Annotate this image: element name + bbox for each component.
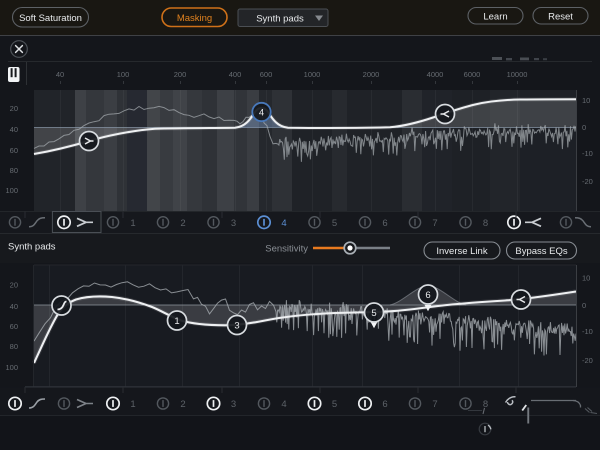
svg-text:Inverse Link: Inverse Link bbox=[436, 246, 487, 257]
svg-text:Synth pads: Synth pads bbox=[8, 242, 56, 253]
svg-text:6: 6 bbox=[382, 399, 387, 410]
svg-text:6: 6 bbox=[425, 290, 430, 301]
svg-text:Sensitivity: Sensitivity bbox=[265, 244, 308, 255]
svg-text:Reset: Reset bbox=[548, 12, 573, 23]
svg-text:-20: -20 bbox=[582, 177, 593, 186]
svg-text:5: 5 bbox=[332, 399, 337, 410]
svg-text:6: 6 bbox=[382, 218, 387, 229]
svg-text:3: 3 bbox=[231, 399, 236, 410]
svg-text:-10: -10 bbox=[582, 327, 593, 336]
svg-text:100: 100 bbox=[5, 363, 18, 372]
svg-text:40: 40 bbox=[10, 302, 18, 311]
svg-text:40: 40 bbox=[10, 125, 18, 134]
svg-text:5: 5 bbox=[371, 308, 376, 319]
svg-text:80: 80 bbox=[10, 166, 18, 175]
svg-text:0: 0 bbox=[582, 123, 586, 132]
svg-text:8: 8 bbox=[483, 218, 488, 229]
svg-text:4000: 4000 bbox=[427, 70, 444, 79]
svg-text:60: 60 bbox=[10, 146, 18, 155]
svg-text:7: 7 bbox=[432, 399, 437, 410]
svg-text:10000: 10000 bbox=[507, 70, 528, 79]
svg-text:10: 10 bbox=[582, 274, 590, 283]
svg-text:2: 2 bbox=[180, 399, 185, 410]
svg-text:2000: 2000 bbox=[363, 70, 380, 79]
svg-text:3: 3 bbox=[231, 218, 236, 229]
svg-text:Soft Saturation: Soft Saturation bbox=[19, 13, 82, 24]
svg-text:100: 100 bbox=[5, 186, 18, 195]
svg-text:4: 4 bbox=[259, 107, 264, 118]
svg-text:Bypass EQs: Bypass EQs bbox=[515, 246, 568, 257]
svg-text:Synth pads: Synth pads bbox=[256, 14, 304, 25]
svg-text:1: 1 bbox=[130, 218, 135, 229]
svg-text:80: 80 bbox=[10, 342, 18, 351]
svg-text:-10: -10 bbox=[582, 149, 593, 158]
svg-text:1: 1 bbox=[130, 399, 135, 410]
svg-text:200: 200 bbox=[174, 70, 187, 79]
svg-text:20: 20 bbox=[10, 281, 18, 290]
svg-text:2: 2 bbox=[180, 218, 185, 229]
svg-text:6000: 6000 bbox=[464, 70, 481, 79]
svg-text:20: 20 bbox=[10, 104, 18, 113]
svg-text:Masking: Masking bbox=[177, 13, 212, 24]
svg-text:600: 600 bbox=[260, 70, 273, 79]
svg-text:400: 400 bbox=[229, 70, 242, 79]
svg-text:Learn: Learn bbox=[483, 12, 507, 23]
svg-text:1: 1 bbox=[174, 316, 179, 327]
svg-text:1000: 1000 bbox=[304, 70, 321, 79]
svg-text:0: 0 bbox=[582, 301, 586, 310]
svg-text:4: 4 bbox=[281, 399, 286, 410]
svg-text:5: 5 bbox=[332, 218, 337, 229]
svg-text:3: 3 bbox=[234, 320, 239, 331]
svg-text:4: 4 bbox=[281, 218, 286, 229]
svg-text:40: 40 bbox=[56, 70, 64, 79]
svg-text:7: 7 bbox=[432, 218, 437, 229]
svg-text:8: 8 bbox=[483, 399, 488, 410]
svg-text:10: 10 bbox=[582, 96, 590, 105]
svg-text:60: 60 bbox=[10, 322, 18, 331]
svg-text:-20: -20 bbox=[582, 356, 593, 365]
svg-text:100: 100 bbox=[117, 70, 130, 79]
